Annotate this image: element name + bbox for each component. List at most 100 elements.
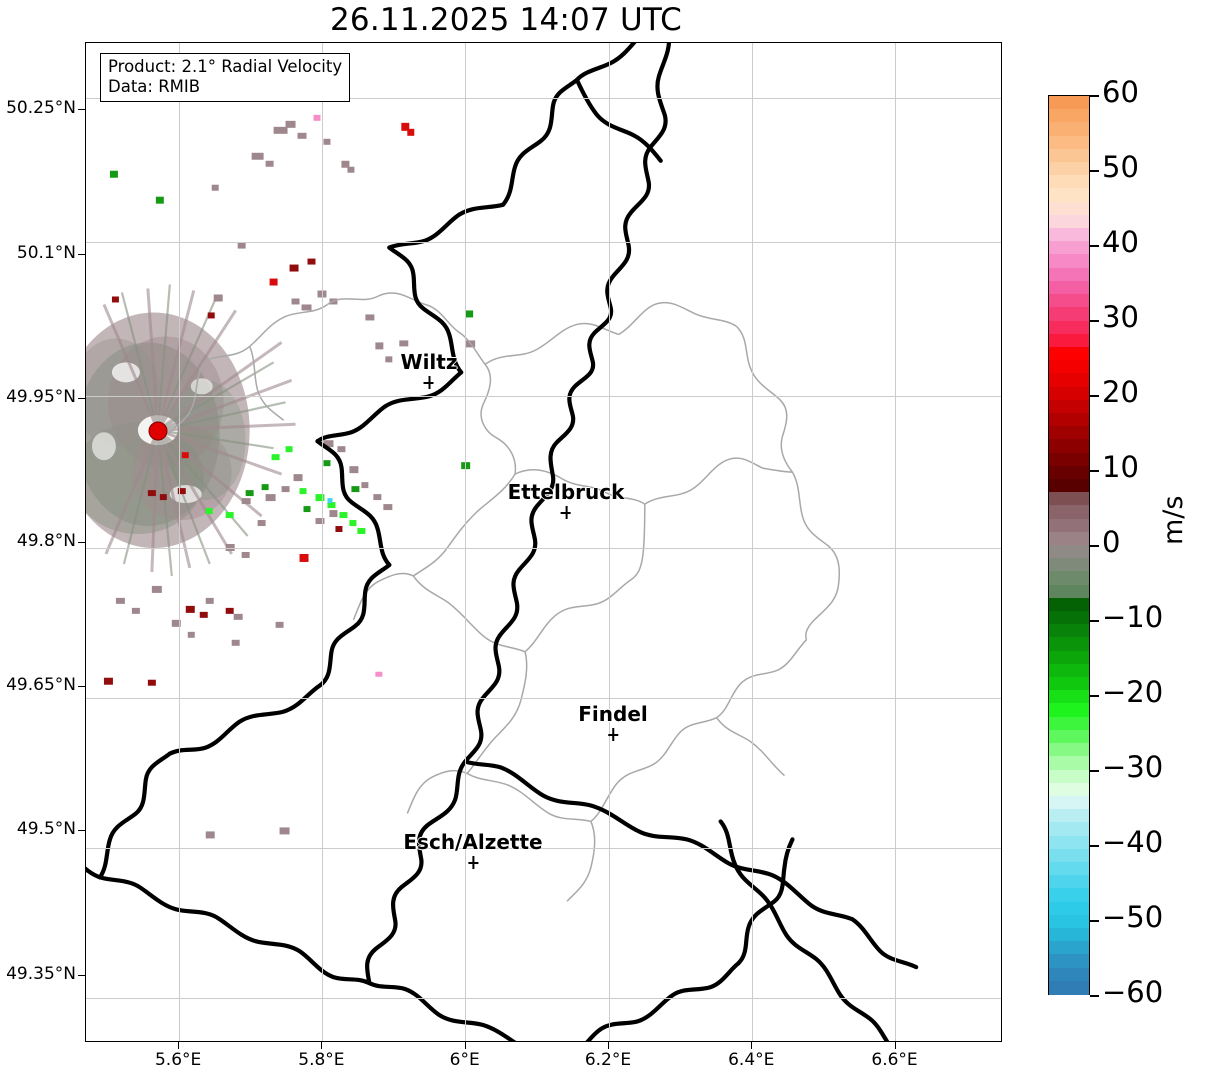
map-plot-area[interactable]: Wiltz Ettelbruck Findel Esch/Alzette Pro… [85,42,1002,1042]
gridline-lon-6.0 [465,43,466,1041]
colorbar-band [1049,188,1089,203]
colorbar-band [1049,492,1089,507]
colorbar-band [1049,756,1089,771]
lon-tick-mark [178,1042,180,1049]
page-title: 26.11.2025 14:07 UTC [330,2,682,38]
lat-tick-mark [78,253,85,255]
colorbar-band [1049,835,1089,850]
lon-tick-mark [894,1042,896,1049]
colorbar-band [1049,175,1089,190]
colorbar-band [1049,927,1089,943]
lon-tick-label: 5.8°E [298,1050,345,1070]
district-boundaries [167,292,841,902]
colorbar-band [1049,518,1089,533]
colorbar-band [1049,795,1089,811]
colorbar-tick-label: −30 [1102,750,1164,784]
info-box: Product: 2.1° Radial Velocity Data: RMIB [100,53,351,103]
colorbar-band [1049,941,1089,956]
colorbar-band [1049,122,1089,137]
colorbar-band [1049,320,1089,335]
city-label-findel: Findel [578,702,648,741]
colorbar-band [1049,333,1089,348]
gridline-lon-5.8 [322,43,323,1041]
gridline-lon-5.6 [179,43,180,1041]
gridline-lat-49.8 [86,548,1001,549]
colorbar-tick-mark [1090,320,1099,322]
city-cross-icon [466,856,479,869]
gridline-lat-49.35 [86,998,1001,999]
colorbar-tick-mark [1090,395,1099,397]
info-product-line: Product: 2.1° Radial Velocity [108,57,343,76]
gridline-lat-49.5 [86,848,1001,849]
lat-tick-label: 49.65°N [6,675,76,696]
lat-tick-mark [78,109,85,111]
colorbar-band [1049,373,1089,388]
colorbar-band [1049,875,1089,890]
colorbar-tick-label: 20 [1102,375,1139,409]
colorbar-band [1049,505,1089,520]
lat-tick-label: 49.95°N [6,386,76,407]
colorbar-band [1049,584,1089,599]
colorbar-band [1049,346,1089,362]
colorbar-band [1049,412,1089,428]
lat-tick-label: 50.1°N [16,242,76,263]
national-border [86,43,919,1041]
lat-tick-label: 49.35°N [6,963,76,984]
colorbar-tick-mark [1090,995,1099,997]
city-name: Wiltz [400,350,458,374]
colorbar-band [1049,162,1089,177]
clutter-cells-bright-red [181,122,415,562]
city-name: Esch/Alzette [403,830,543,854]
colorbar-band [1049,294,1089,309]
gridline-lat-49.95 [86,396,1001,397]
colorbar-tick-label: 60 [1102,75,1139,109]
city-label-ettelbruck: Ettelbruck [507,480,625,519]
map-geometry [86,43,919,1041]
lon-tick-mark [321,1042,323,1049]
colorbar-band [1049,452,1089,467]
city-name: Findel [578,702,648,726]
lon-tick-mark [607,1042,609,1049]
lat-tick-label: 49.8°N [16,531,76,551]
colorbar-tick-label: −60 [1102,975,1164,1009]
colorbar-tick-label: 10 [1102,450,1139,484]
colorbar-tick-mark [1090,920,1099,922]
colorbar-tick-label: −50 [1102,900,1164,934]
lat-tick-label: 49.5°N [16,819,76,840]
colorbar-tick-mark [1090,845,1099,847]
colorbar-tick-mark [1090,170,1099,172]
colorbar-tick-label: −40 [1102,825,1164,859]
colorbar-tick-mark [1090,695,1099,697]
clutter-cells-bright-green [205,446,366,535]
radar-site-dot [148,421,168,441]
city-name: Ettelbruck [507,480,625,504]
colorbar-band [1049,571,1089,586]
colorbar-band [1049,703,1089,718]
gridline-lon-6.6 [895,43,896,1041]
colorbar-band [1049,280,1089,296]
lat-tick-mark [78,686,85,688]
colorbar-band [1049,822,1089,837]
colorbar-band [1049,677,1089,692]
colorbar-band [1049,399,1089,415]
clutter-spokes [102,284,296,577]
colorbar-tick-mark [1090,470,1099,472]
colorbar-band [1049,307,1089,322]
colorbar[interactable] [1048,95,1090,996]
gridline-lon-6.2 [609,43,610,1041]
colorbar-band [1049,716,1089,731]
colorbar-band [1049,729,1089,745]
colorbar-gradient [1048,95,1090,996]
colorbar-tick-mark [1090,545,1099,547]
lon-tick-label: 6.6°E [871,1050,918,1070]
city-cross-icon [560,506,573,519]
colorbar-band [1049,967,1089,982]
colorbar-band [1049,690,1089,705]
colorbar-band [1049,254,1089,269]
info-data-line: Data: RMIB [108,77,201,97]
colorbar-band [1049,386,1089,401]
colorbar-tick-mark [1090,95,1099,97]
colorbar-band [1049,888,1089,903]
colorbar-band [1049,267,1089,282]
